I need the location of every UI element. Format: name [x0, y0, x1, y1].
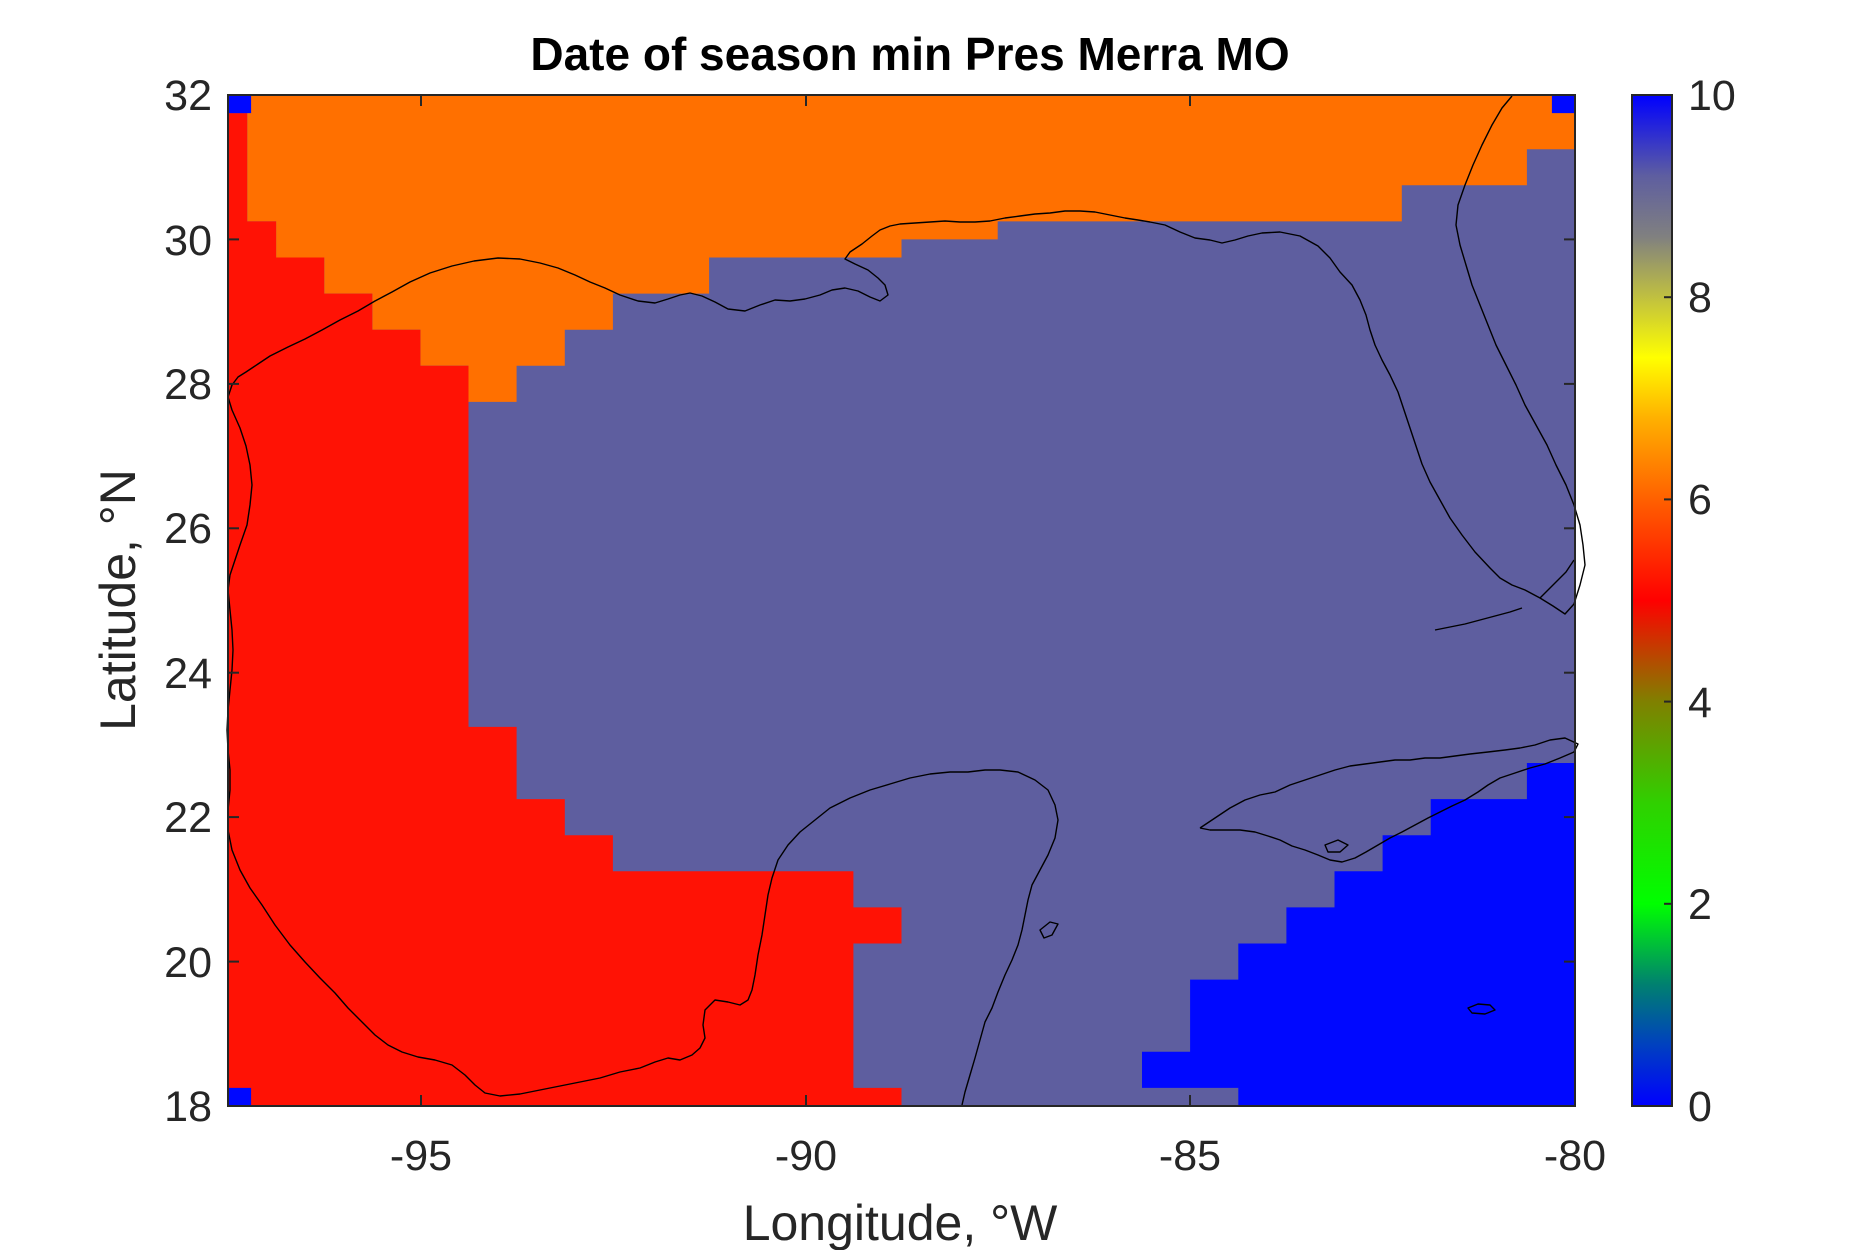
corner-cell-sw: [228, 1087, 252, 1106]
y-axis: 18 20 22 24 26 28 30 32: [164, 72, 1575, 1131]
colorbar-tick-label: 4: [1688, 679, 1712, 727]
coastline-florida-keys: [1434, 607, 1523, 631]
y-tick-label: 28: [164, 361, 212, 409]
y-tick-label: 26: [164, 505, 212, 553]
y-tick-label: 18: [164, 1083, 212, 1131]
coastline-northern-gulf: [227, 95, 1586, 615]
colorbar-tick-label: 8: [1688, 274, 1712, 322]
y-tick-label: 24: [164, 650, 212, 698]
x-tick-label: -90: [775, 1132, 837, 1180]
coastline-cuba: [1199, 737, 1579, 863]
colorbar-tick-label: 6: [1688, 476, 1712, 524]
y-tick-label: 30: [164, 217, 212, 265]
y-tick-label: 20: [164, 939, 212, 987]
chart-title: Date of season min Pres Merra MO: [530, 28, 1289, 80]
x-axis: -95 -90 -85 -80: [390, 95, 1606, 1180]
coastline-bahamas: [1539, 559, 1575, 599]
region-blue: [1142, 763, 1575, 1106]
y-tick-label: 32: [164, 72, 212, 120]
colorbar-gradient: [1631, 94, 1673, 1107]
coastline-isle-of-youth: [1324, 839, 1349, 853]
heatmap-cells: [228, 95, 1576, 1107]
x-axis-label: Longitude, °W: [743, 1195, 1058, 1250]
colorbar-tick-label: 10: [1688, 72, 1736, 120]
corner-cell-nw: [228, 95, 252, 114]
x-tick-label: -95: [390, 1132, 452, 1180]
region-orange: [247, 95, 1576, 402]
colorbar-tick-label: 2: [1688, 881, 1712, 929]
plot-frame: [227, 94, 1576, 1107]
corner-cell-ne: [1551, 95, 1575, 114]
coastline-cozumel: [1039, 921, 1059, 939]
x-tick-label: -85: [1159, 1132, 1221, 1180]
colorbar-tick-label: 0: [1688, 1083, 1712, 1131]
colorbar: 0 2 4 6 8 10: [1631, 72, 1736, 1131]
y-tick-label: 22: [164, 794, 212, 842]
x-tick-label: -80: [1544, 1132, 1606, 1180]
region-red: [228, 113, 902, 1107]
plot-area: [226, 94, 1586, 1107]
coastline-jamaica: [1467, 1003, 1496, 1015]
y-axis-label: Latitude, °N: [90, 469, 146, 731]
